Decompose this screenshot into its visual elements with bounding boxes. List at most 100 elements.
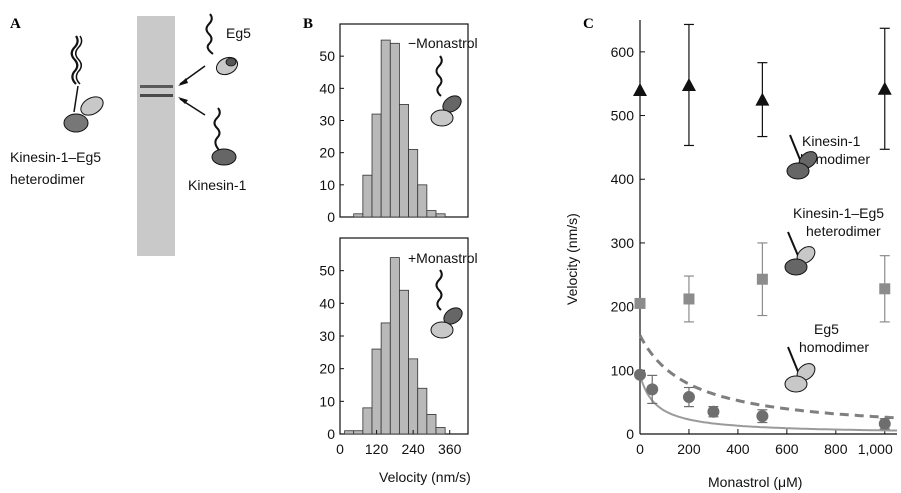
hist-bar <box>408 358 419 435</box>
square-marker <box>634 297 646 309</box>
x-tick-label: 600 <box>775 441 799 457</box>
gel-band-eg5 <box>140 85 173 88</box>
kinesin-homodimer-icon <box>786 134 818 180</box>
y-tick-label: 600 <box>611 44 635 60</box>
circle-marker <box>646 383 659 396</box>
x-tick-label: 240 <box>401 441 425 457</box>
x-tick-label: 1,000 <box>858 441 893 457</box>
y-tick-label: 400 <box>611 171 635 187</box>
y-tick-label: 300 <box>611 235 635 251</box>
series-label-eg5-line2: homodimer <box>799 339 869 355</box>
x-tick-label: 0 <box>336 441 344 457</box>
panel-label-c: C <box>583 16 594 32</box>
y-tick-label: 30 <box>319 328 335 344</box>
hist-bar <box>435 427 446 435</box>
x-tick-label: 120 <box>365 441 389 457</box>
heterodimer-label-line1: Kinesin-1–Eg5 <box>10 149 101 165</box>
heterodimer-icon <box>784 231 816 276</box>
square-marker <box>879 283 891 295</box>
eg5-homodimer-icon-bottom <box>430 269 463 339</box>
circle-marker <box>756 410 769 423</box>
hist-bar <box>399 104 409 218</box>
hist-x-axis-label: Velocity (nm/s) <box>379 469 471 485</box>
panel-label-b: B <box>303 16 313 32</box>
y-tick-label: 50 <box>319 48 335 64</box>
hist-bar <box>389 42 400 218</box>
scatter-y-axis-label: Velocity (nm/s) <box>564 213 580 305</box>
fit-curve-dashed <box>638 334 898 420</box>
y-tick-label: 30 <box>319 113 335 129</box>
hist-bar <box>344 430 355 435</box>
series-label-hetero-line1: Kinesin-1–Eg5 <box>793 205 884 221</box>
hist-bar <box>380 322 391 435</box>
triangle-marker <box>755 92 770 106</box>
kinesin-molecule-icon <box>211 107 237 166</box>
hist-bar <box>426 413 437 435</box>
eg5-molecule-icon <box>205 13 239 76</box>
hist-bottom: 0 10 20 30 40 50 0 120 240 360 <box>319 257 462 457</box>
y-tick-label: 50 <box>319 263 335 279</box>
hist-bar <box>426 210 437 218</box>
hist-bar <box>362 174 373 218</box>
arrow-kinesin-head <box>178 97 188 104</box>
hist-bar <box>371 348 382 435</box>
eg5-homodimer-icon-top <box>430 55 462 127</box>
hist-bar <box>353 213 364 218</box>
y-tick-label: 40 <box>319 295 335 311</box>
arrow-eg5-head <box>178 78 188 86</box>
y-tick-label: 0 <box>327 426 335 442</box>
scatter-plot: 0 100 200 300 400 500 600 0 200 400 600 800 1,000 <box>611 20 898 457</box>
y-tick-label: 40 <box>319 80 335 96</box>
series-label-kinesin-line1: Kinesin-1 <box>802 133 861 149</box>
hist-bar <box>380 39 391 218</box>
series-label-hetero-line2: heterodimer <box>806 223 881 239</box>
series-label-kinesin-line2: homodimer <box>800 151 870 167</box>
heterodimer-label-line2: heterodimer <box>10 171 85 187</box>
y-tick-label: 0 <box>626 426 634 442</box>
y-tick-label: 10 <box>319 393 335 409</box>
triangle-marker <box>633 83 647 97</box>
triangle-marker <box>877 81 892 95</box>
circle-marker <box>878 417 891 430</box>
hist-bar <box>353 430 364 435</box>
eg5-label: Eg5 <box>226 25 251 41</box>
minus-monastrol-label: −Monastrol <box>408 35 478 51</box>
x-tick-label: 400 <box>726 441 750 457</box>
square-marker <box>683 293 695 305</box>
circle-marker <box>707 405 720 418</box>
panel-a: Kinesin-1–Eg5 heterodimer Eg5 Kinesin-1 <box>10 13 251 256</box>
eg5-homodimer-icon <box>784 346 816 393</box>
panel-c: 0 100 200 300 400 500 600 0 200 400 600 800 1,000 Ki… <box>564 20 898 490</box>
gel-band-kinesin <box>140 94 173 97</box>
circle-marker <box>682 391 695 404</box>
hist-top: 0 10 20 30 40 50 <box>319 39 446 225</box>
y-tick-label: 100 <box>611 362 635 378</box>
plus-monastrol-label: +Monastrol <box>408 250 478 266</box>
panel-label-a: A <box>10 16 21 32</box>
hist-bar <box>399 289 409 435</box>
y-tick-label: 200 <box>611 299 635 315</box>
circle-marker <box>634 368 646 381</box>
scatter-x-axis-label: Monastrol (μM) <box>708 474 802 490</box>
triangle-marker <box>681 77 696 91</box>
y-tick-label: 500 <box>611 108 635 124</box>
hist-bar <box>408 149 419 218</box>
x-tick-label: 800 <box>824 441 848 457</box>
panel-b: 0 10 20 30 40 50 0 10 20 30 40 50 0 120 240 360 −Monas… <box>319 23 478 485</box>
hist-bar <box>371 113 382 218</box>
gel-lane <box>137 16 175 256</box>
y-tick-label: 10 <box>319 177 335 193</box>
hist-bar <box>417 387 428 435</box>
square-marker <box>756 273 768 285</box>
y-tick-label: 20 <box>319 361 335 377</box>
hist-bar <box>389 257 400 435</box>
x-tick-label: 0 <box>636 441 644 457</box>
x-tick-label: 360 <box>438 441 462 457</box>
hist-bar <box>435 213 446 218</box>
kinesin-label: Kinesin-1 <box>188 177 247 193</box>
heterodimer-molecule-icon <box>63 35 104 133</box>
y-tick-label: 0 <box>327 209 335 225</box>
y-tick-label: 20 <box>319 145 335 161</box>
x-tick-label: 200 <box>677 441 701 457</box>
